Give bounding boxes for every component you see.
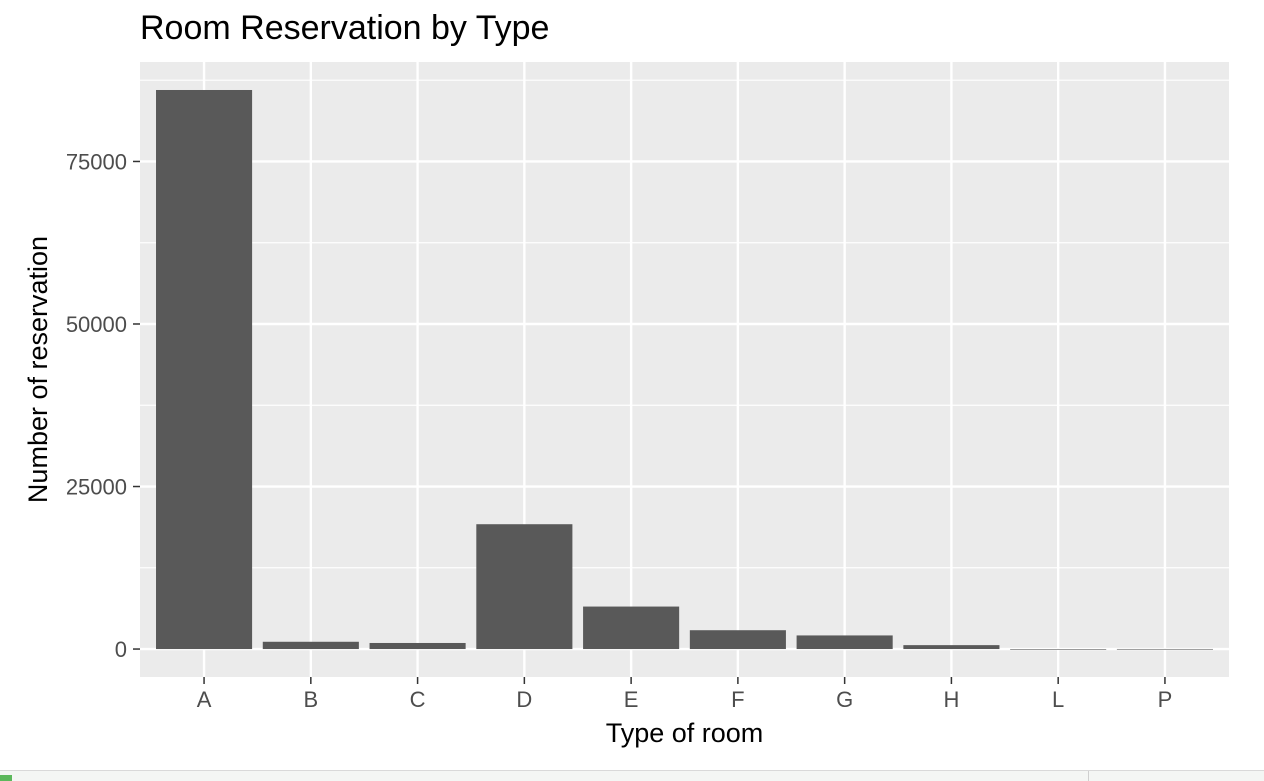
chart-title: Room Reservation by Type [140, 9, 549, 47]
bar-A [156, 89, 253, 650]
pane-divider [1088, 771, 1089, 781]
x-tick-label: A [197, 687, 212, 712]
y-tick-label: 0 [115, 637, 127, 662]
x-tick-label: E [624, 687, 639, 712]
y-tick-label: 75000 [66, 149, 127, 174]
bar-C [369, 642, 466, 650]
x-axis-title: Type of room [606, 718, 764, 748]
x-tick-label: L [1052, 687, 1064, 712]
bar-L [1010, 649, 1107, 650]
x-tick-label: B [303, 687, 318, 712]
bar-G [796, 635, 893, 650]
bars [156, 89, 1213, 650]
x-tick-label: P [1158, 687, 1173, 712]
bar-P [1116, 648, 1213, 650]
y-axis: 0 25000 50000 75000 [66, 149, 140, 662]
x-tick-label: D [516, 687, 532, 712]
x-tick-label: F [731, 687, 744, 712]
major-gridlines [140, 62, 1229, 677]
y-axis-title: Number of reservation [23, 236, 53, 503]
x-tick-label: C [410, 687, 426, 712]
bar-E [583, 606, 680, 650]
bar-B [262, 641, 359, 650]
y-tick-label: 50000 [66, 312, 127, 337]
status-icon [0, 775, 12, 781]
bar-D [476, 524, 573, 650]
x-tick-label: G [836, 687, 853, 712]
y-tick-label: 25000 [66, 475, 127, 500]
minor-gridlines [140, 79, 1229, 569]
bar-H [903, 645, 1000, 650]
bottom-status-strip [0, 770, 1264, 781]
x-tick-label: H [943, 687, 959, 712]
plot-panel [140, 62, 1229, 677]
bar-F [689, 630, 786, 650]
